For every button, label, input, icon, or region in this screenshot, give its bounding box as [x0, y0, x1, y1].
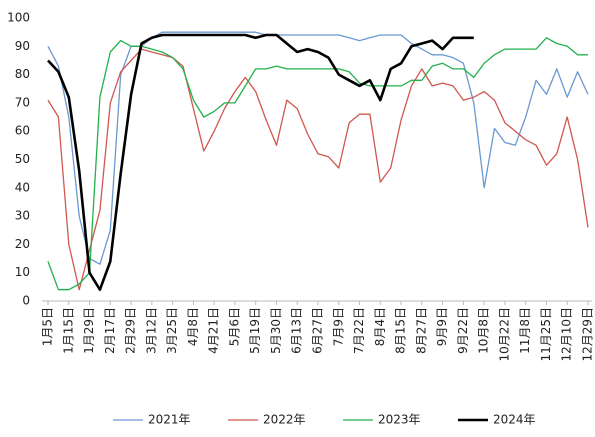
x-tick-label: 6月27日 — [311, 307, 325, 354]
x-tick-label: 12月10日 — [560, 307, 574, 362]
x-tick-label: 2月17日 — [103, 307, 117, 354]
y-tick-label: 60 — [15, 124, 30, 138]
series-line — [47, 33, 474, 291]
x-tick-label: 10月22日 — [497, 307, 511, 362]
y-tick-label: 20 — [15, 237, 30, 251]
x-tick-label: 7月9日 — [331, 307, 345, 346]
x-tick-label: 8月4日 — [373, 307, 387, 346]
series-line — [47, 37, 588, 291]
x-tick-label: 9月22日 — [456, 307, 470, 354]
x-tick-label: 1月29日 — [82, 307, 96, 354]
y-tick-label: 0 — [22, 294, 30, 308]
y-tick-label: 70 — [15, 95, 30, 109]
x-tick-label: 11月8日 — [518, 307, 532, 354]
x-tick-label: 9月9日 — [435, 307, 449, 346]
y-tick-label: 40 — [15, 180, 30, 194]
y-tick-label: 30 — [15, 209, 30, 223]
x-tick-label: 6月13日 — [290, 307, 304, 354]
x-tick-label: 4月8日 — [186, 307, 200, 346]
series-line — [47, 31, 589, 265]
x-tick-label: 8月15日 — [394, 307, 408, 354]
x-tick-label: 3月12日 — [144, 307, 158, 354]
x-tick-label: 1月5日 — [41, 307, 55, 346]
x-tick-label: 12月29日 — [581, 307, 595, 362]
legend-label: 2021年 — [148, 413, 191, 427]
x-tick-label: 4月21日 — [207, 307, 221, 354]
x-tick-label: 2月29日 — [124, 307, 138, 354]
y-tick-label: 10 — [15, 265, 30, 279]
x-tick-label: 1月15日 — [61, 307, 75, 354]
x-tick-label: 8月27日 — [414, 307, 428, 354]
series-line — [47, 48, 589, 291]
legend-label: 2022年 — [263, 413, 306, 427]
y-tick-label: 90 — [15, 39, 30, 53]
x-tick-label: 5月6日 — [227, 307, 241, 346]
x-tick-label: 10月8日 — [477, 307, 491, 354]
x-tick-label: 3月25日 — [165, 307, 179, 354]
x-tick-label: 7月22日 — [352, 307, 366, 354]
y-tick-label: 50 — [15, 152, 30, 166]
x-tick-label: 5月30日 — [269, 307, 283, 354]
x-tick-label: 11月25日 — [539, 307, 553, 362]
legend-label: 2024年 — [493, 413, 536, 427]
y-tick-label: 80 — [15, 67, 30, 81]
legend-label: 2023年 — [378, 413, 421, 427]
x-tick-label: 5月19日 — [248, 307, 262, 354]
y-tick-label: 100 — [7, 11, 30, 25]
